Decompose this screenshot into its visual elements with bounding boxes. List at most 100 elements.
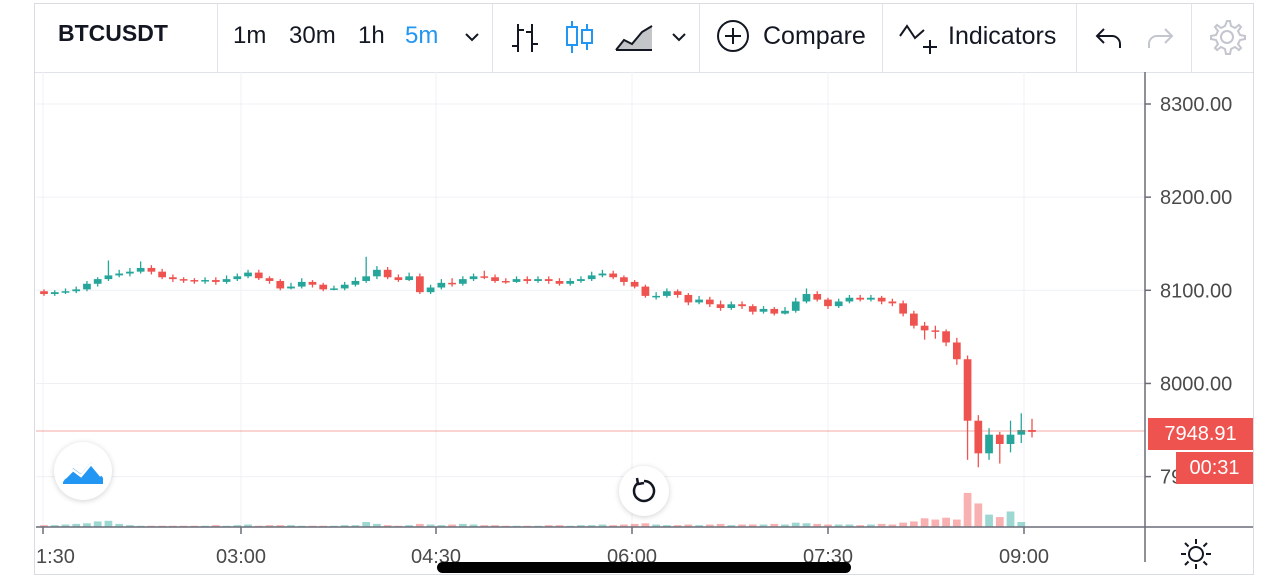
- candle-body: [534, 279, 542, 281]
- volume-bar: [126, 525, 134, 527]
- volume-bar: [555, 525, 564, 527]
- candle-body: [856, 297, 865, 300]
- volume-bar: [791, 522, 800, 527]
- volume-bar: [920, 518, 929, 527]
- volume-bar: [727, 525, 736, 527]
- candle-body: [609, 273, 618, 278]
- volume-bar: [61, 524, 70, 527]
- reset-chart-button[interactable]: [619, 466, 669, 516]
- candle-body: [426, 287, 435, 293]
- candle-body: [888, 301, 897, 304]
- candle-body: [867, 297, 875, 300]
- volume-bar: [620, 524, 628, 527]
- candle-body: [458, 279, 467, 284]
- volume-bar: [630, 523, 639, 527]
- candle-body: [910, 313, 918, 326]
- candle-body: [169, 277, 177, 280]
- volume-bar: [867, 524, 875, 527]
- volume-bar: [211, 525, 220, 527]
- time-tick-label: 09:00: [999, 546, 1049, 568]
- candle-body: [330, 288, 338, 290]
- redo-icon[interactable]: [1145, 25, 1175, 51]
- candle-body: [126, 271, 134, 274]
- candle-body: [373, 269, 381, 277]
- candle-body: [813, 294, 822, 300]
- volume-bar: [738, 524, 746, 527]
- volume-bar: [83, 523, 91, 527]
- volume-bar: [834, 524, 843, 527]
- volume-bar: [910, 521, 918, 527]
- candle-body: [652, 295, 660, 298]
- volume-bar: [695, 525, 703, 527]
- volume-bar: [458, 523, 467, 527]
- volume-bar: [824, 524, 832, 527]
- volume-bar: [899, 522, 907, 527]
- volume-bar: [985, 514, 993, 527]
- chevron-down-icon[interactable]: [462, 30, 482, 44]
- candle-body: [684, 294, 693, 303]
- candle-chart-icon[interactable]: [562, 18, 596, 56]
- candle-body: [544, 279, 553, 281]
- candle-body: [136, 267, 145, 272]
- reset-icon: [632, 477, 656, 503]
- volume-bar: [72, 523, 81, 527]
- candle-body: [577, 279, 585, 281]
- volume-bar: [244, 524, 252, 527]
- volume-bar: [351, 525, 360, 527]
- bar-chart-icon[interactable]: [508, 20, 542, 56]
- candle-body: [340, 284, 349, 289]
- price-tick-label: 8000.00: [1160, 373, 1232, 395]
- volume-bar: [802, 523, 811, 527]
- interval-5m[interactable]: 5m: [405, 22, 439, 49]
- candle-body: [104, 275, 113, 280]
- volume-bar: [952, 519, 961, 527]
- undo-icon[interactable]: [1094, 25, 1124, 51]
- interval-1m[interactable]: 1m: [233, 22, 267, 49]
- volume-bar: [856, 525, 865, 527]
- volume-bar: [405, 525, 413, 527]
- candle-body: [1006, 434, 1015, 444]
- candle-body: [244, 272, 252, 277]
- volume-bar: [491, 525, 499, 527]
- area-chart-icon[interactable]: [614, 22, 654, 52]
- symbol-button[interactable]: BTCUSDT: [58, 20, 168, 46]
- interval-30m[interactable]: 30m: [289, 22, 336, 49]
- candle-body: [738, 304, 746, 307]
- candle-body: [523, 279, 532, 281]
- tradingview-logo[interactable]: [54, 442, 112, 500]
- compare-button[interactable]: Compare: [716, 14, 866, 58]
- price-tick-label: 8300.00: [1160, 94, 1232, 116]
- candle-body: [394, 277, 403, 281]
- candle-body: [115, 273, 124, 276]
- candle-body: [319, 284, 328, 290]
- toolbar-divider: [1191, 3, 1192, 72]
- chart-frame: [34, 3, 1254, 575]
- candle-body: [587, 275, 596, 280]
- candle-body: [50, 292, 59, 295]
- volume-bar: [663, 525, 671, 527]
- volume-bar: [759, 524, 768, 527]
- toolbar-divider: [699, 3, 700, 72]
- volume-bar: [480, 525, 489, 527]
- interval-1h[interactable]: 1h: [358, 22, 385, 49]
- volume-bar: [265, 525, 274, 527]
- toolbar-divider: [882, 3, 883, 72]
- volume-bar: [587, 525, 596, 527]
- volume-bar: [974, 503, 983, 527]
- volume-bar: [577, 525, 585, 527]
- chevron-down-icon[interactable]: [669, 30, 689, 44]
- candle-body: [83, 283, 91, 290]
- candle-body: [448, 282, 456, 285]
- volume-bar: [845, 524, 854, 527]
- sun-icon[interactable]: [1180, 538, 1212, 570]
- indicators-label: Indicators: [948, 21, 1057, 50]
- gear-icon[interactable]: [1208, 18, 1246, 56]
- candle-body: [383, 269, 392, 278]
- volume-bar: [362, 522, 371, 527]
- volume-bars: [40, 492, 1026, 527]
- price-tick-label: 8200.00: [1160, 187, 1232, 209]
- toolbar-divider: [217, 3, 218, 72]
- candle-body: [877, 297, 886, 302]
- candle-body: [405, 276, 413, 281]
- indicators-button[interactable]: Indicators: [898, 14, 1056, 58]
